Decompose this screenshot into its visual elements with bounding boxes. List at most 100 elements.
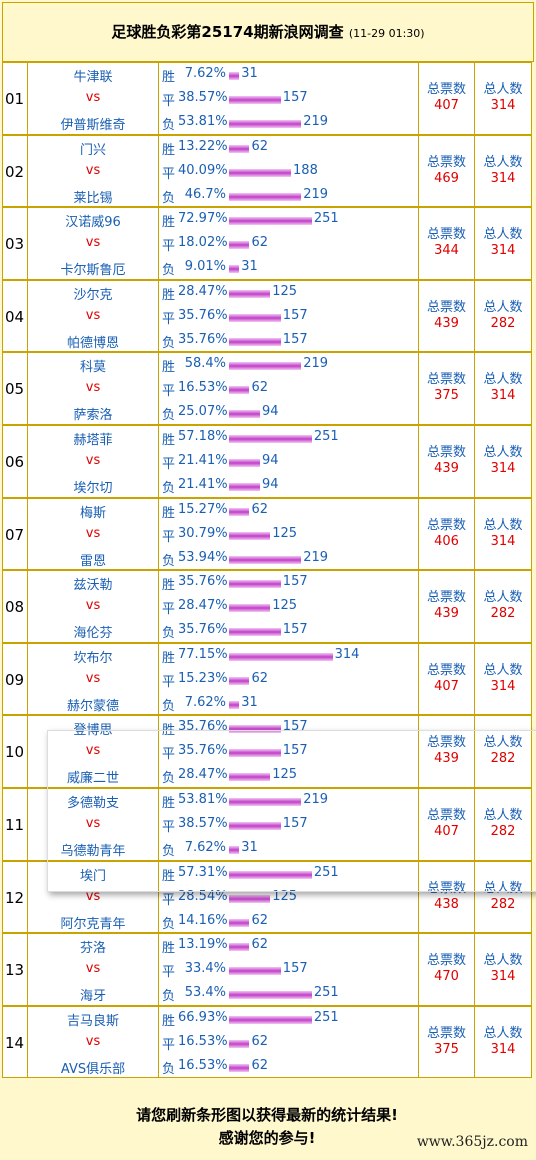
percent: 18.02% xyxy=(178,235,228,251)
count: 31 xyxy=(241,694,258,710)
cell xyxy=(27,207,159,280)
outcome-label: 平 xyxy=(162,166,176,182)
row-number: 12 xyxy=(5,888,25,907)
bar xyxy=(229,991,312,1000)
count: 94 xyxy=(262,404,279,420)
votes: 407 xyxy=(434,98,459,113)
bar xyxy=(229,604,271,613)
outcome-label: 胜 xyxy=(162,1013,176,1029)
row-number: 02 xyxy=(5,162,25,181)
home-team: 坎布尔 xyxy=(73,650,113,666)
home-team: 赫塔菲 xyxy=(73,433,113,448)
outcome-label: 胜 xyxy=(162,215,176,231)
bar xyxy=(229,435,312,443)
outcome-label: 胜 xyxy=(162,142,176,158)
cell xyxy=(474,207,532,280)
count: 157 xyxy=(282,574,308,590)
percent: 21.41% xyxy=(178,453,228,468)
bar xyxy=(229,410,261,419)
away-team: 海牙 xyxy=(79,989,106,1005)
bar xyxy=(229,700,240,709)
count: 314 xyxy=(334,646,360,662)
count: 219 xyxy=(303,549,329,565)
vs: vs xyxy=(85,743,101,759)
row-number: 01 xyxy=(5,90,25,108)
percent: 77.15% xyxy=(178,646,228,662)
outcome-label: 胜 xyxy=(162,868,176,884)
cell xyxy=(27,642,159,716)
people-label: 总人数 xyxy=(483,953,523,969)
cell xyxy=(158,352,419,425)
bar xyxy=(229,144,250,153)
votes-label: 总票数 xyxy=(426,735,466,751)
count: 219 xyxy=(303,356,329,372)
outcome-label: 胜 xyxy=(162,650,176,666)
votes: 375 xyxy=(434,1041,459,1057)
cell xyxy=(418,642,475,716)
people-label: 总人数 xyxy=(483,1025,523,1041)
percent: 13.19% xyxy=(178,937,228,953)
percent: 38.57% xyxy=(178,90,228,105)
outcome-label: 负 xyxy=(162,626,176,642)
away-team: 伊普斯维奇 xyxy=(60,118,126,133)
away-team: 卡尔斯鲁厄 xyxy=(60,263,126,279)
people: 314 xyxy=(490,678,516,694)
cell xyxy=(27,788,159,861)
vs: vs xyxy=(85,670,101,686)
outcome-label: 胜 xyxy=(162,505,176,521)
count: 62 xyxy=(251,501,268,517)
count: 251 xyxy=(313,1009,339,1025)
bar xyxy=(229,459,261,467)
outcome-label: 负 xyxy=(162,553,176,569)
away-team: 阿尔克青年 xyxy=(60,916,126,932)
home-team: 门兴 xyxy=(79,142,106,158)
away-team: 威廉二世 xyxy=(66,771,119,787)
away-team: 雷恩 xyxy=(79,553,106,569)
outcome-label: 平 xyxy=(162,965,176,981)
bar xyxy=(229,1015,312,1024)
count: 31 xyxy=(241,66,258,81)
people: 314 xyxy=(490,461,516,476)
away-team: 乌德勒青年 xyxy=(60,844,126,859)
cell xyxy=(27,279,159,353)
percent: 46.7% xyxy=(184,186,226,202)
cell xyxy=(27,497,159,571)
outcome-label: 负 xyxy=(162,118,176,133)
bar xyxy=(229,555,302,564)
people: 314 xyxy=(490,243,516,259)
row-number: 11 xyxy=(5,816,25,834)
percent: 7.62% xyxy=(184,66,226,81)
row-number: 09 xyxy=(5,670,25,689)
cell xyxy=(158,279,419,353)
home-team: 梅斯 xyxy=(79,505,106,521)
people: 282 xyxy=(490,824,516,839)
votes-label: 总票数 xyxy=(426,82,466,97)
count: 62 xyxy=(251,380,268,396)
header: 足球胜负彩第25174期新浪网调查 (11-29 01:30) xyxy=(2,2,534,62)
votes: 470 xyxy=(434,969,459,985)
outcome-label: 平 xyxy=(162,1037,176,1053)
cell xyxy=(27,352,159,425)
count: 157 xyxy=(282,816,308,831)
people-label: 总人数 xyxy=(483,590,523,606)
cell xyxy=(418,134,475,208)
bar xyxy=(229,337,281,346)
cell xyxy=(418,860,475,934)
people: 314 xyxy=(490,1041,516,1057)
bar xyxy=(229,265,240,274)
votes: 407 xyxy=(434,824,459,839)
home-team: 多德勒支 xyxy=(66,796,119,811)
row-number: 10 xyxy=(5,743,25,762)
count: 125 xyxy=(272,525,298,541)
people: 314 xyxy=(490,98,516,113)
percent: 28.47% xyxy=(178,598,228,614)
bar xyxy=(229,120,302,128)
vs: vs xyxy=(85,90,101,105)
outcome-label: 平 xyxy=(162,384,176,400)
cell xyxy=(27,1005,159,1079)
bar xyxy=(229,628,281,637)
cell xyxy=(418,933,475,1006)
count: 219 xyxy=(303,114,329,129)
cell xyxy=(158,62,419,135)
votes-label: 总票数 xyxy=(426,372,466,388)
